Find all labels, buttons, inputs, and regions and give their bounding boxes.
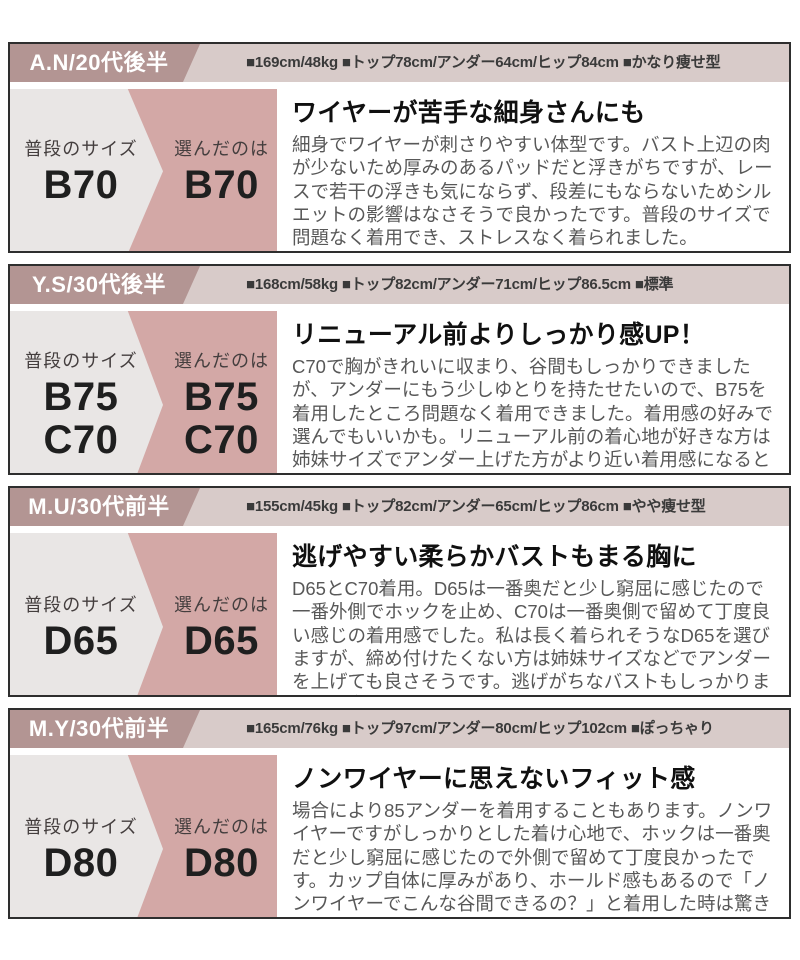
- card-body: 普段のサイズ B75 C70 選んだのは B75 C70 リニューアル前よりしっ…: [10, 311, 789, 473]
- review-body: C70で胸がきれいに収まり、谷間もしっかりできましたが、アンダーにもう少しゆとり…: [292, 356, 774, 473]
- header-bar: A.N/20代後半 ■169cm/48kg ■トップ78cm/アンダー64cm/…: [10, 44, 789, 82]
- fit-review-list: A.N/20代後半 ■169cm/48kg ■トップ78cm/アンダー64cm/…: [8, 42, 791, 919]
- usual-size-value: D65: [43, 618, 119, 663]
- card-body: 普段のサイズ B70 選んだのは B70 ワイヤーが苦手な細身さんにも 細身でワ…: [10, 89, 789, 251]
- size-panel: 普段のサイズ B70 選んだのは B70: [10, 89, 277, 251]
- review-text-area: ノンワイヤーに思えないフィット感 場合により85アンダーを着用することもあります…: [277, 755, 789, 917]
- usual-size-value: B70: [43, 163, 119, 208]
- chosen-size-value: B75 C70: [184, 375, 259, 463]
- chosen-size-value: D80: [184, 840, 259, 885]
- review-title: ノンワイヤーに思えないフィット感: [292, 765, 696, 793]
- header-bar: M.U/30代前半 ■155cm/45kg ■トップ82cm/アンダー65cm/…: [10, 488, 789, 526]
- usual-size-block: 普段のサイズ B75 C70: [10, 311, 152, 473]
- usual-size-label: 普段のサイズ: [24, 139, 138, 160]
- usual-size-value: D80: [43, 840, 119, 885]
- review-card: Y.S/30代後半 ■168cm/58kg ■トップ82cm/アンダー71cm/…: [8, 264, 791, 475]
- chosen-size-block: 選んだのは D80: [152, 755, 277, 917]
- reviewer-name: Y.S/30代後半: [10, 266, 200, 304]
- review-card: A.N/20代後半 ■169cm/48kg ■トップ78cm/アンダー64cm/…: [8, 42, 791, 253]
- reviewer-name: M.U/30代前半: [10, 488, 200, 526]
- review-body: 細身でワイヤーが刺さりやすい体型です。バスト上辺の肉が少ないため厚みのあるパッド…: [292, 134, 773, 249]
- chevron-arrow-shape: [10, 533, 163, 695]
- reviewer-name: A.N/20代後半: [10, 44, 200, 82]
- chosen-size-block: 選んだのは B70: [152, 89, 277, 251]
- chosen-size-value: B70: [184, 163, 259, 208]
- chosen-size-label: 選んだのは: [174, 816, 269, 837]
- review-card: M.U/30代前半 ■155cm/45kg ■トップ82cm/アンダー65cm/…: [8, 486, 791, 697]
- chosen-size-label: 選んだのは: [174, 139, 269, 160]
- size-panel: 普段のサイズ B75 C70 選んだのは B75 C70: [10, 311, 277, 473]
- reviewer-stats: ■169cm/48kg ■トップ78cm/アンダー64cm/ヒップ84cm ■か…: [246, 54, 721, 71]
- usual-size-label: 普段のサイズ: [24, 351, 138, 372]
- chevron-arrow-shape: [10, 311, 163, 473]
- chosen-size-value: D65: [184, 618, 259, 663]
- card-body: 普段のサイズ D80 選んだのは D80 ノンワイヤーに思えないフィット感 場合…: [10, 755, 789, 917]
- chosen-size-block: 選んだのは B75 C70: [152, 311, 277, 473]
- review-card: M.Y/30代前半 ■165cm/76kg ■トップ97cm/アンダー80cm/…: [8, 708, 791, 919]
- reviewer-stats: ■165cm/76kg ■トップ97cm/アンダー80cm/ヒップ102cm ■…: [246, 720, 714, 737]
- usual-size-block: 普段のサイズ B70: [10, 89, 152, 251]
- reviewer-stats: ■168cm/58kg ■トップ82cm/アンダー71cm/ヒップ86.5cm …: [246, 276, 674, 293]
- review-body: 場合により85アンダーを着用することもあります。ノンワイヤーですがしっかりとした…: [292, 800, 773, 917]
- usual-size-block: 普段のサイズ D65: [10, 533, 152, 695]
- review-body: D65とC70着用。D65は一番奥だと少し窮屈に感じたので一番外側でホックを止め…: [292, 578, 771, 695]
- chevron-arrow-shape: [10, 755, 163, 917]
- header-bar: Y.S/30代後半 ■168cm/58kg ■トップ82cm/アンダー71cm/…: [10, 266, 789, 304]
- review-title: ワイヤーが苦手な細身さんにも: [292, 99, 646, 127]
- header-bar: M.Y/30代前半 ■165cm/76kg ■トップ97cm/アンダー80cm/…: [10, 710, 789, 748]
- usual-size-block: 普段のサイズ D80: [10, 755, 152, 917]
- chosen-size-label: 選んだのは: [174, 594, 269, 615]
- card-body: 普段のサイズ D65 選んだのは D65 逃げやすい柔らかバストもまる胸に D6…: [10, 533, 789, 695]
- review-title: リニューアル前よりしっかり感UP！: [292, 321, 706, 349]
- usual-size-label: 普段のサイズ: [24, 816, 138, 837]
- size-panel: 普段のサイズ D65 選んだのは D65: [10, 533, 277, 695]
- review-title: 逃げやすい柔らかバストもまる胸に: [292, 543, 697, 571]
- review-text-area: 逃げやすい柔らかバストもまる胸に D65とC70着用。D65は一番奥だと少し窮屈…: [277, 533, 789, 695]
- usual-size-value: B75 C70: [43, 375, 119, 463]
- size-panel: 普段のサイズ D80 選んだのは D80: [10, 755, 277, 917]
- reviewer-name: M.Y/30代前半: [10, 710, 200, 748]
- review-text-area: ワイヤーが苦手な細身さんにも 細身でワイヤーが刺さりやすい体型です。バスト上辺の…: [277, 89, 789, 251]
- chosen-size-label: 選んだのは: [174, 351, 269, 372]
- reviewer-stats: ■155cm/45kg ■トップ82cm/アンダー65cm/ヒップ86cm ■や…: [246, 498, 706, 515]
- chosen-size-block: 選んだのは D65: [152, 533, 277, 695]
- review-text-area: リニューアル前よりしっかり感UP！ C70で胸がきれいに収まり、谷間もしっかりで…: [277, 311, 789, 473]
- usual-size-label: 普段のサイズ: [24, 594, 138, 615]
- chevron-arrow-shape: [10, 89, 163, 251]
